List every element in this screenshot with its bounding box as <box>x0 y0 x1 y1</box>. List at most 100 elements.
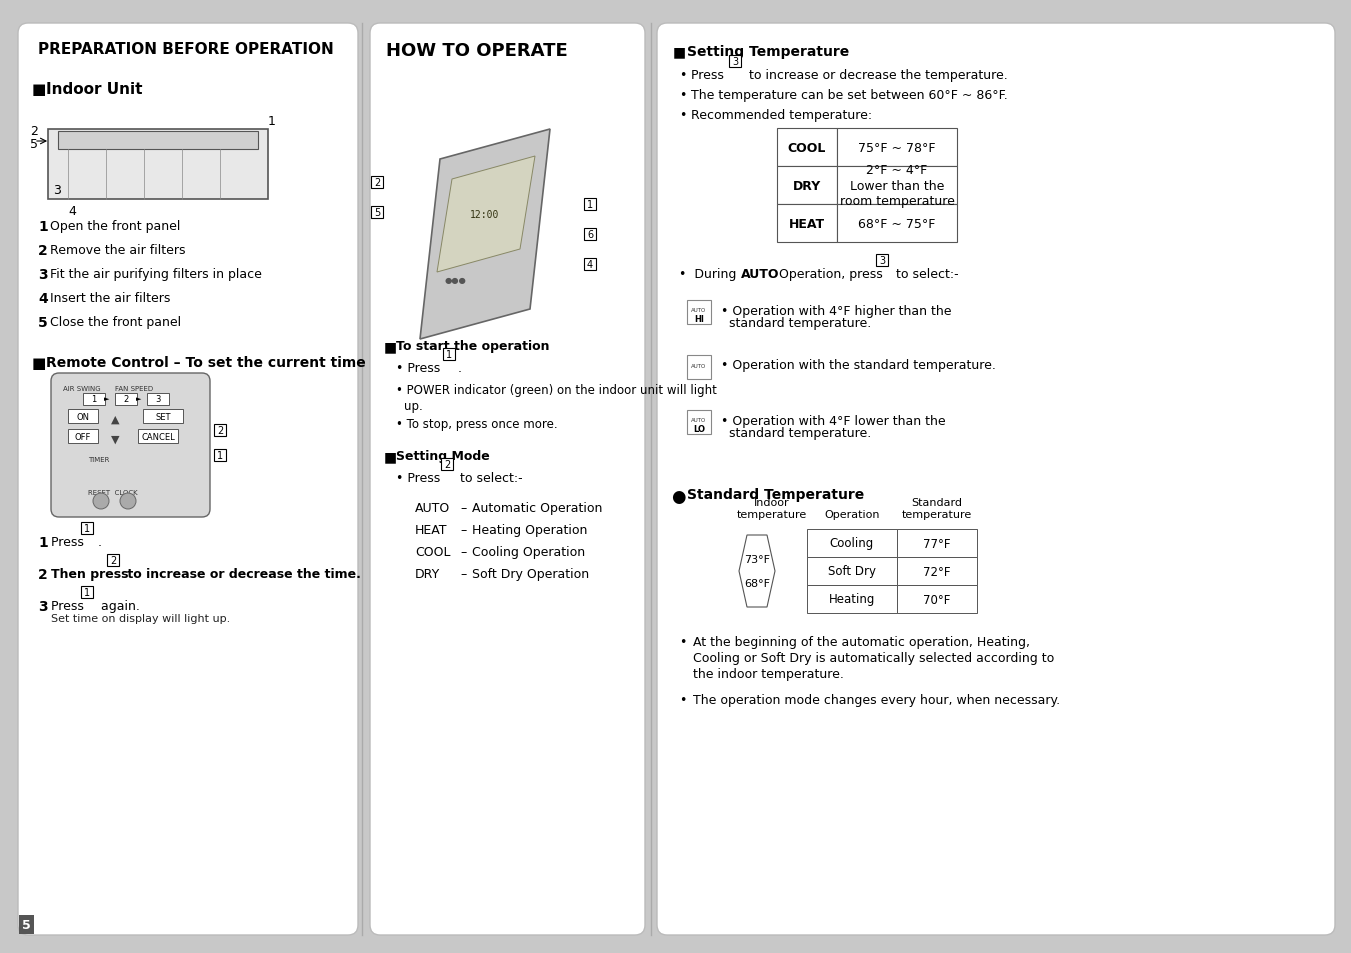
Text: 1: 1 <box>84 523 91 534</box>
Bar <box>143 410 182 423</box>
Text: .: . <box>458 361 462 375</box>
Text: The temperature can be set between 60°F ~ 86°F.: The temperature can be set between 60°F … <box>690 89 1008 102</box>
Bar <box>213 424 226 436</box>
Bar <box>213 450 226 461</box>
Text: the indoor temperature.: the indoor temperature. <box>693 667 844 680</box>
Text: At the beginning of the automatic operation, Heating,: At the beginning of the automatic operat… <box>693 636 1029 648</box>
Text: COOL: COOL <box>788 141 827 154</box>
Text: 2: 2 <box>123 395 128 404</box>
Text: 3: 3 <box>732 57 738 67</box>
Text: Standard
temperature: Standard temperature <box>902 497 973 519</box>
Text: .: . <box>97 536 101 548</box>
Text: 68°F ~ 75°F: 68°F ~ 75°F <box>858 217 936 231</box>
Polygon shape <box>739 536 775 607</box>
Text: Cooling or Soft Dry is automatically selected according to: Cooling or Soft Dry is automatically sel… <box>693 651 1054 664</box>
Text: ■: ■ <box>32 355 46 371</box>
Text: 70°F: 70°F <box>923 593 951 606</box>
Text: 73°F: 73°F <box>744 555 770 564</box>
Bar <box>688 301 711 325</box>
Bar <box>372 207 382 219</box>
Text: 2: 2 <box>38 244 47 257</box>
Bar <box>730 56 740 68</box>
Text: Press: Press <box>51 536 88 548</box>
Text: SET: SET <box>155 412 170 421</box>
Polygon shape <box>436 157 535 273</box>
Bar <box>49 130 267 200</box>
Text: Soft Dry Operation: Soft Dry Operation <box>471 567 589 580</box>
Text: Soft Dry: Soft Dry <box>828 565 875 578</box>
Text: 3: 3 <box>53 183 61 196</box>
Text: 12:00: 12:00 <box>470 210 500 220</box>
Text: 3: 3 <box>880 255 885 266</box>
Text: •: • <box>680 89 686 102</box>
Text: 5: 5 <box>38 315 47 330</box>
Text: Setting Temperature: Setting Temperature <box>688 45 850 59</box>
Text: Insert the air filters: Insert the air filters <box>50 292 170 305</box>
Text: Open the front panel: Open the front panel <box>50 220 181 233</box>
Text: Recommended temperature:: Recommended temperature: <box>690 109 873 122</box>
Bar <box>584 199 596 211</box>
Bar <box>777 129 838 167</box>
FancyBboxPatch shape <box>18 24 358 935</box>
Text: Setting Mode: Setting Mode <box>396 450 490 462</box>
Text: To start the operation: To start the operation <box>396 339 550 353</box>
Bar <box>838 129 957 167</box>
Text: Close the front panel: Close the front panel <box>50 315 181 329</box>
Text: 4: 4 <box>38 292 47 306</box>
Text: LO: LO <box>693 424 705 433</box>
Text: AUTO: AUTO <box>692 418 707 423</box>
Text: HEAT: HEAT <box>789 217 825 231</box>
Text: up.: up. <box>404 399 423 413</box>
Text: 1: 1 <box>84 587 91 598</box>
Text: 4: 4 <box>68 205 76 218</box>
Bar <box>107 555 119 566</box>
FancyBboxPatch shape <box>657 24 1335 935</box>
Text: The operation mode changes every hour, when necessary.: The operation mode changes every hour, w… <box>693 693 1061 706</box>
Text: 68°F: 68°F <box>744 578 770 588</box>
Text: •: • <box>680 109 686 122</box>
Text: AUTO: AUTO <box>415 501 450 515</box>
Text: to increase or decrease the temperature.: to increase or decrease the temperature. <box>744 69 1008 82</box>
Text: • Press: • Press <box>396 361 444 375</box>
Bar <box>897 585 977 614</box>
Text: •: • <box>680 693 686 706</box>
Bar <box>82 394 105 406</box>
Text: 1: 1 <box>586 200 593 210</box>
Text: CANCEL: CANCEL <box>141 432 174 441</box>
Text: ▲: ▲ <box>111 415 119 424</box>
Text: DRY: DRY <box>793 179 821 193</box>
Text: AUTO: AUTO <box>692 308 707 314</box>
Text: again.: again. <box>97 599 141 613</box>
Text: 5: 5 <box>374 208 380 218</box>
Text: Remote Control – To set the current time: Remote Control – To set the current time <box>46 355 366 370</box>
Bar <box>138 430 178 443</box>
Text: ●: ● <box>671 488 685 505</box>
Bar <box>838 167 957 205</box>
Text: Cooling: Cooling <box>830 537 874 550</box>
Bar <box>81 522 93 535</box>
Text: AUTO: AUTO <box>740 268 780 281</box>
Text: ON: ON <box>77 412 89 421</box>
Circle shape <box>93 494 109 510</box>
Bar <box>584 229 596 241</box>
Text: •: • <box>680 636 686 648</box>
Text: 2: 2 <box>374 178 380 188</box>
Text: COOL: COOL <box>415 545 450 558</box>
Text: Heating Operation: Heating Operation <box>471 523 588 537</box>
Bar <box>68 410 99 423</box>
Text: Standard Temperature: Standard Temperature <box>688 488 865 501</box>
Text: Cooling Operation: Cooling Operation <box>471 545 585 558</box>
Text: Fit the air purifying filters in place: Fit the air purifying filters in place <box>50 268 262 281</box>
Text: 1: 1 <box>267 115 276 128</box>
Text: OFF: OFF <box>74 432 91 441</box>
Bar <box>897 530 977 558</box>
Bar <box>58 132 258 150</box>
Bar <box>807 530 897 558</box>
Circle shape <box>120 494 136 510</box>
Text: 3: 3 <box>38 599 47 614</box>
Bar <box>81 586 93 598</box>
Bar <box>897 558 977 585</box>
Text: ▼: ▼ <box>111 435 119 444</box>
Bar <box>115 394 136 406</box>
Text: 2: 2 <box>109 556 116 565</box>
